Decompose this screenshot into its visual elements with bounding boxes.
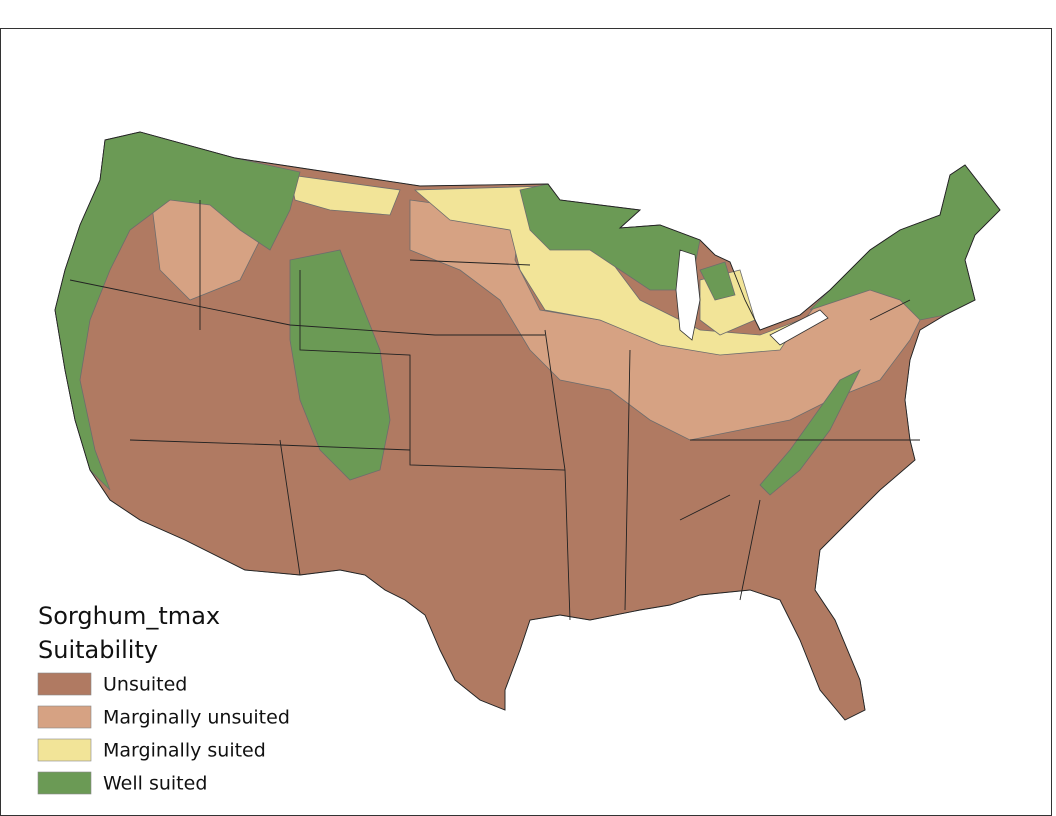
legend-swatch xyxy=(37,705,92,729)
lake-michigan xyxy=(675,249,701,341)
legend-swatch xyxy=(37,738,92,762)
legend-title: Sorghum_tmax xyxy=(38,602,220,630)
legend-label: Marginally suited xyxy=(103,740,266,762)
lake-erie xyxy=(769,309,829,346)
legend-swatch xyxy=(37,672,92,696)
zone-well-suited xyxy=(289,249,391,481)
legend-label: Marginally unsuited xyxy=(103,707,290,729)
legend-swatch xyxy=(37,771,92,795)
legend-label: Unsuited xyxy=(103,674,187,696)
us-map xyxy=(54,131,1001,721)
legend-subtitle: Suitability xyxy=(38,636,158,664)
zone-marginally-suited xyxy=(289,174,401,216)
national-border xyxy=(54,131,1001,721)
zone-well-suited xyxy=(759,369,861,496)
legend: Sorghum_tmax Suitability Unsuited Margina… xyxy=(37,602,290,795)
legend-label: Well suited xyxy=(103,773,207,795)
zone-well-suited xyxy=(699,261,736,301)
state-borders xyxy=(69,200,920,621)
